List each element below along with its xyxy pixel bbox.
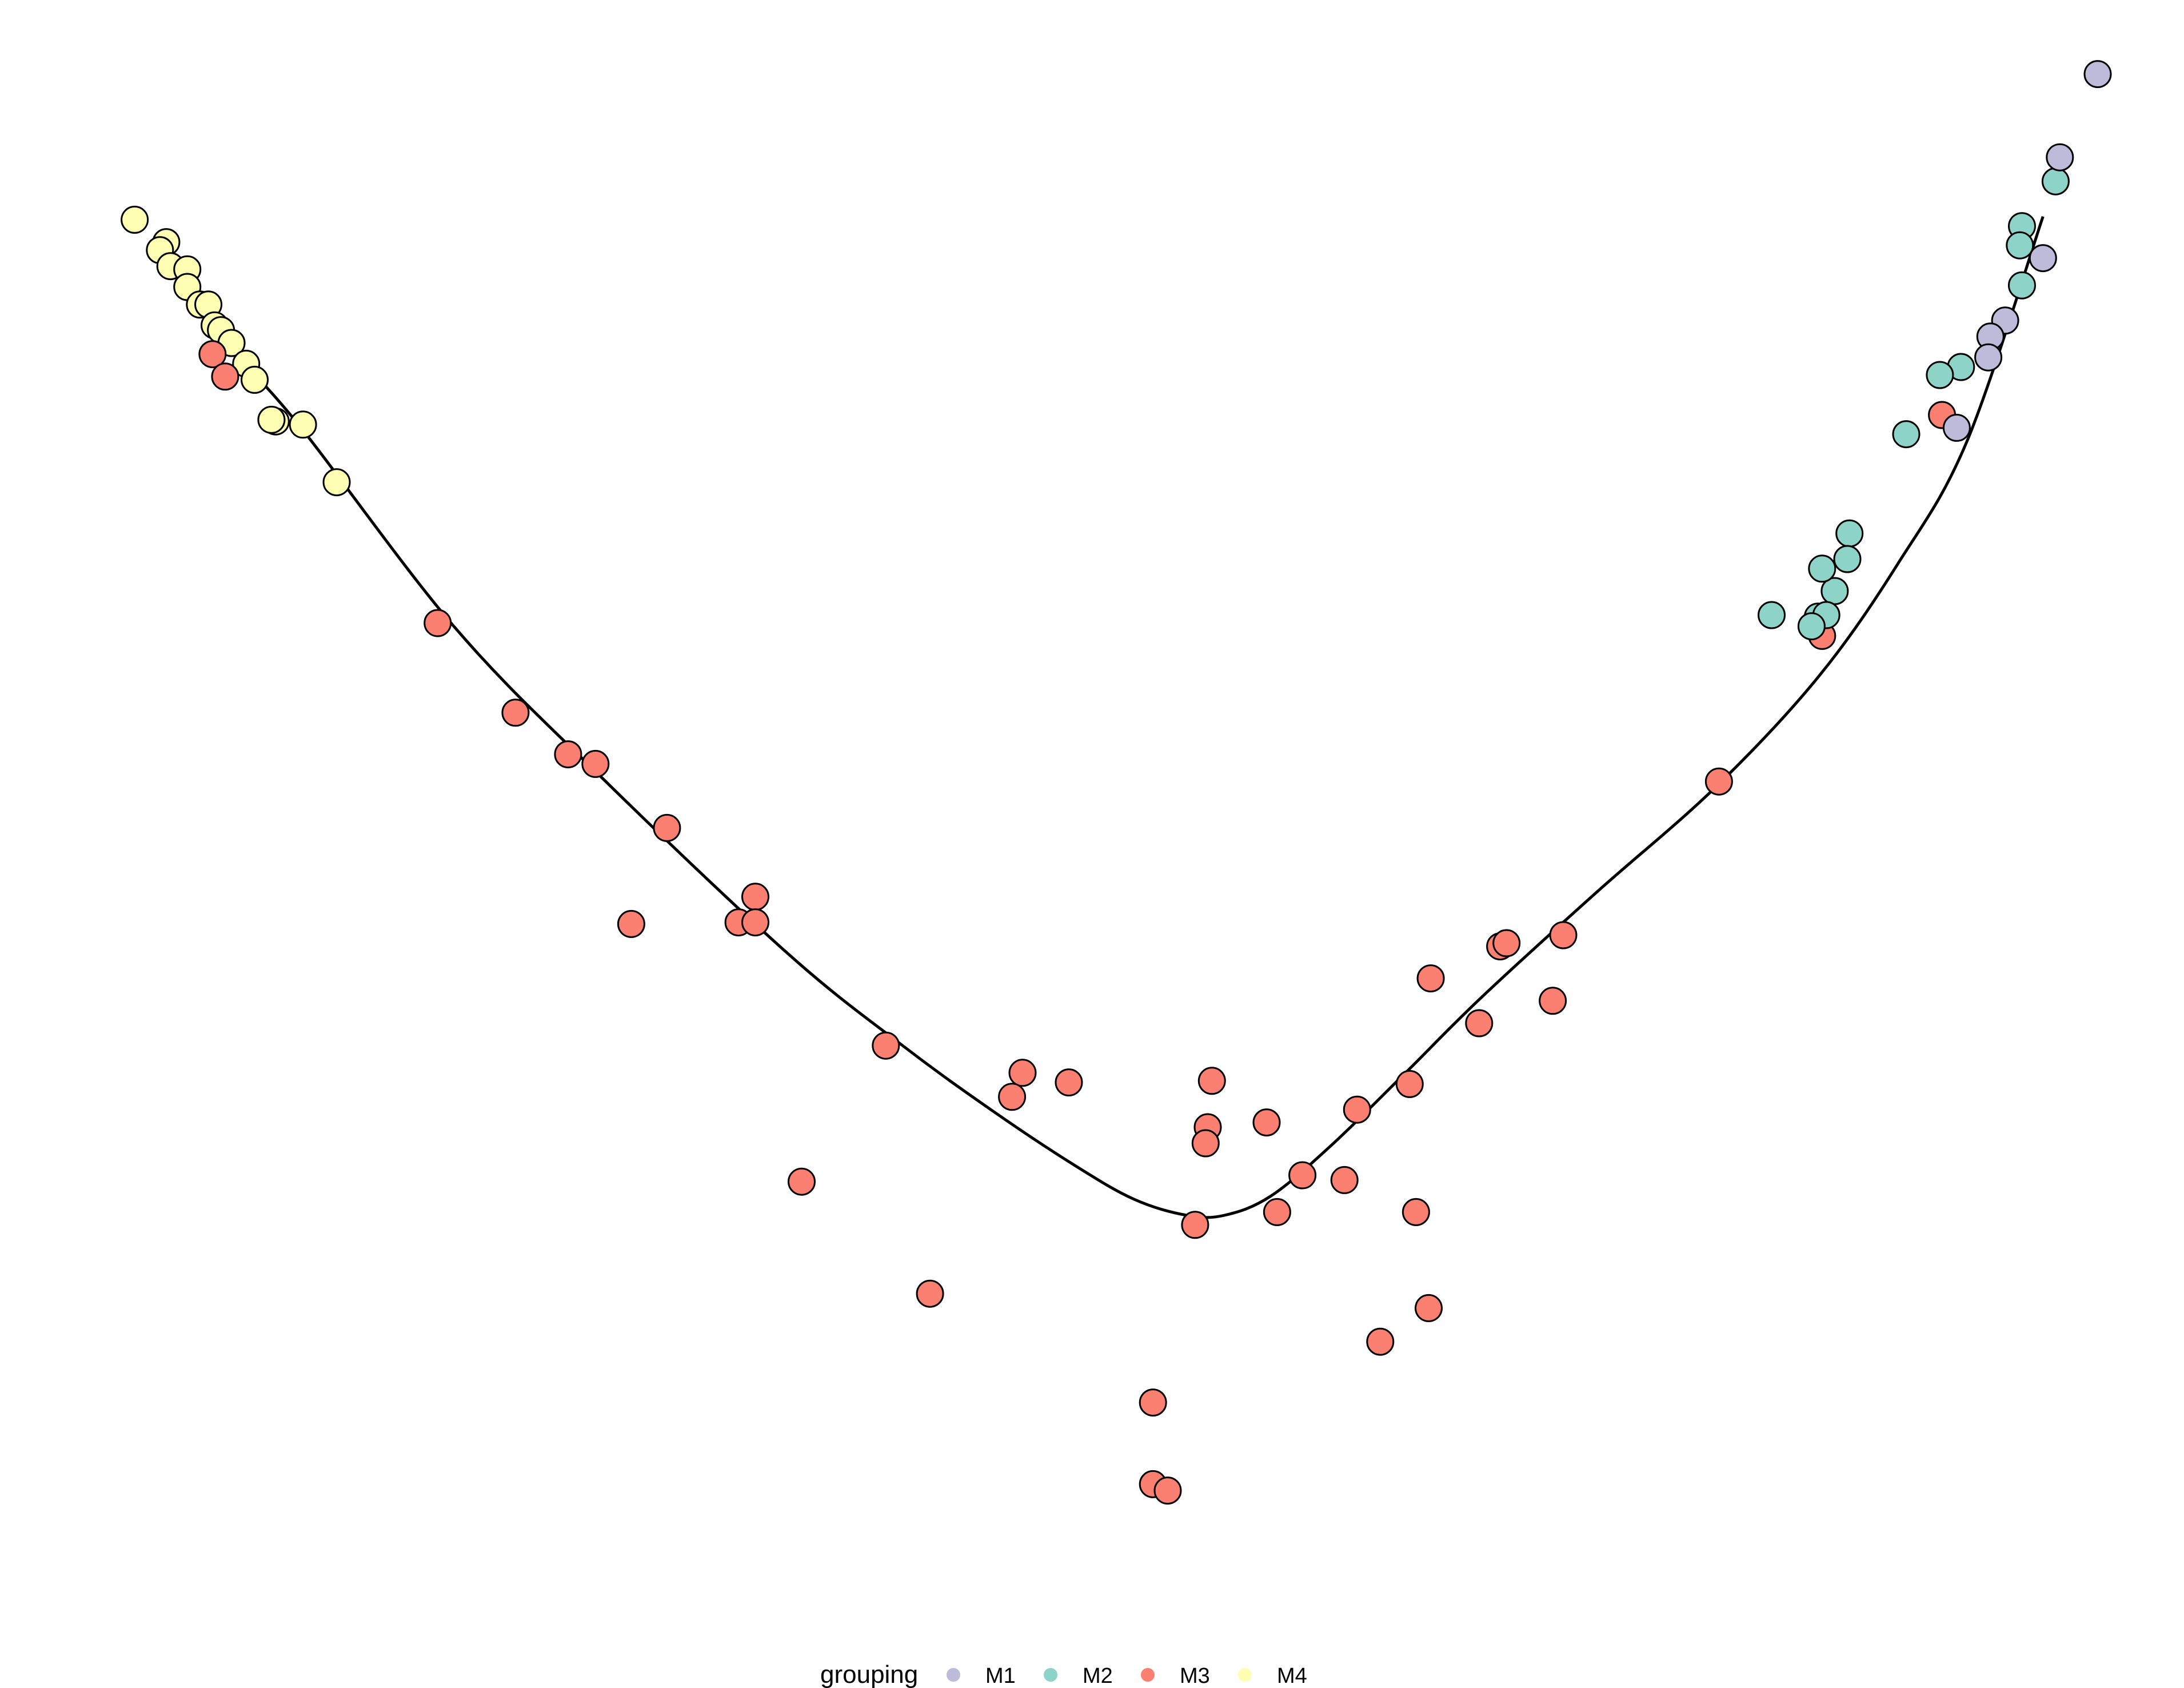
legend-title: grouping: [820, 1661, 918, 1688]
plot-area: [121, 60, 2112, 1505]
point-m3-11: [617, 909, 645, 938]
point-m3-29: [1395, 1070, 1424, 1098]
legend-label-m4: M4: [1277, 1664, 1307, 1688]
point-m3-23: [1055, 1068, 1083, 1097]
point-m3-39: [1139, 1388, 1167, 1417]
legend: grouping M1 M2 M3 M4: [820, 1661, 1307, 1688]
point-m1-1: [2046, 143, 2074, 171]
point-m3-10: [741, 883, 769, 911]
legend-label-m3: M3: [1180, 1664, 1210, 1688]
point-m4-16: [322, 468, 351, 497]
point-m1-0: [2083, 60, 2112, 89]
point-m3-34: [1181, 1211, 1209, 1239]
point-m4-0: [121, 205, 149, 234]
point-m3-13: [741, 908, 769, 937]
legend-item-m1: M1: [947, 1664, 1016, 1688]
point-m4-14: [257, 405, 286, 434]
series-m2: [1758, 167, 2070, 641]
point-m3-32: [1330, 1166, 1359, 1194]
point-m2-3: [2008, 271, 2036, 300]
point-m3-7: [581, 749, 610, 778]
point-m2-13: [1758, 601, 1786, 629]
point-m3-37: [1415, 1294, 1443, 1322]
point-m3-28: [1343, 1095, 1371, 1124]
point-m3-27: [1252, 1108, 1281, 1137]
point-m2-2: [2006, 231, 2034, 260]
point-m3-20: [872, 1031, 900, 1060]
point-m4-12: [241, 365, 269, 394]
point-m3-1: [211, 362, 239, 391]
point-m3-41: [1153, 1476, 1182, 1505]
series-m3: [198, 340, 1957, 1505]
point-m3-18: [1539, 987, 1567, 1015]
point-m3-0: [198, 340, 227, 369]
point-m2-5: [1926, 361, 1954, 389]
point-m3-17: [1416, 964, 1445, 993]
point-m3-14: [1549, 921, 1578, 949]
series-m4: [121, 205, 351, 497]
legend-key-m4: [1238, 1668, 1252, 1682]
trajectory-curve: [215, 216, 2045, 1219]
points-layer: [121, 60, 2112, 1505]
point-m3-33: [1402, 1198, 1430, 1226]
point-m3-35: [1263, 1198, 1291, 1226]
point-m3-9: [653, 813, 681, 842]
point-m2-7: [1835, 519, 1864, 548]
point-m3-21: [1008, 1059, 1037, 1087]
point-m2-10: [1808, 554, 1836, 583]
series-m1: [1942, 60, 2112, 442]
point-m3-6: [554, 740, 582, 769]
legend-key-m3: [1141, 1668, 1155, 1682]
point-m3-4: [424, 609, 452, 637]
legend-item-m2: M2: [1044, 1664, 1113, 1688]
legend-label-m2: M2: [1083, 1664, 1113, 1688]
legend-key-m2: [1044, 1668, 1057, 1682]
point-m3-5: [501, 699, 530, 727]
point-m3-26: [1191, 1129, 1220, 1158]
point-m3-16: [1492, 929, 1521, 957]
point-m3-19: [1465, 1009, 1494, 1037]
point-m1-6: [1942, 413, 1971, 442]
point-m3-24: [1197, 1067, 1226, 1095]
point-m1-2: [2029, 244, 2057, 273]
point-m3-22: [998, 1083, 1027, 1111]
point-m2-6: [1892, 420, 1921, 449]
point-m2-14: [1797, 612, 1826, 641]
point-m3-31: [1288, 1161, 1317, 1190]
legend-item-m4: M4: [1238, 1664, 1307, 1688]
point-m3-30: [788, 1167, 816, 1196]
legend-items: M1 M2 M3 M4: [947, 1664, 1307, 1688]
legend-item-m3: M3: [1141, 1664, 1210, 1688]
legend-key-m1: [947, 1668, 960, 1682]
point-m2-0: [2041, 167, 2070, 195]
point-m1-5: [1974, 343, 2003, 372]
point-m3-8: [1704, 767, 1733, 796]
point-m4-15: [289, 410, 317, 439]
point-m3-36: [916, 1279, 944, 1308]
point-m3-38: [1366, 1327, 1395, 1356]
point-m2-8: [1833, 545, 1862, 573]
legend-label-m1: M1: [985, 1664, 1016, 1688]
